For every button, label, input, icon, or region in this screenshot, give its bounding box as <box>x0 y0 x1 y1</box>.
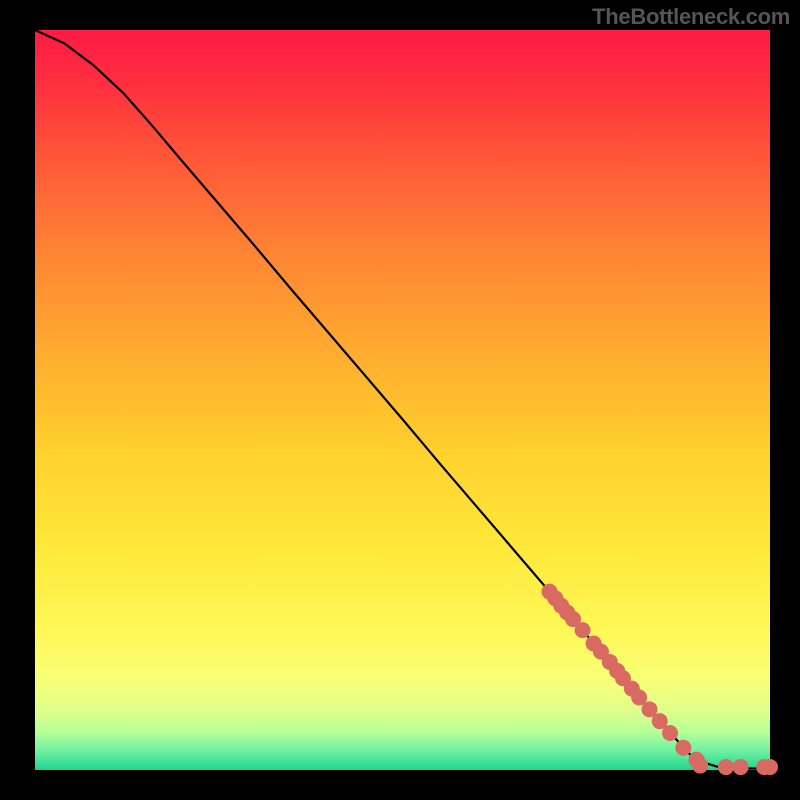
watermark-label: TheBottleneck.com <box>592 4 790 30</box>
data-marker <box>762 759 778 775</box>
data-marker <box>733 759 749 775</box>
data-marker <box>675 740 691 756</box>
data-marker <box>692 758 708 774</box>
data-marker <box>575 622 591 638</box>
bottleneck-chart <box>0 0 800 800</box>
chart-container: TheBottleneck.com <box>0 0 800 800</box>
data-marker <box>662 725 678 741</box>
plot-area <box>35 30 770 770</box>
data-marker <box>718 759 734 775</box>
